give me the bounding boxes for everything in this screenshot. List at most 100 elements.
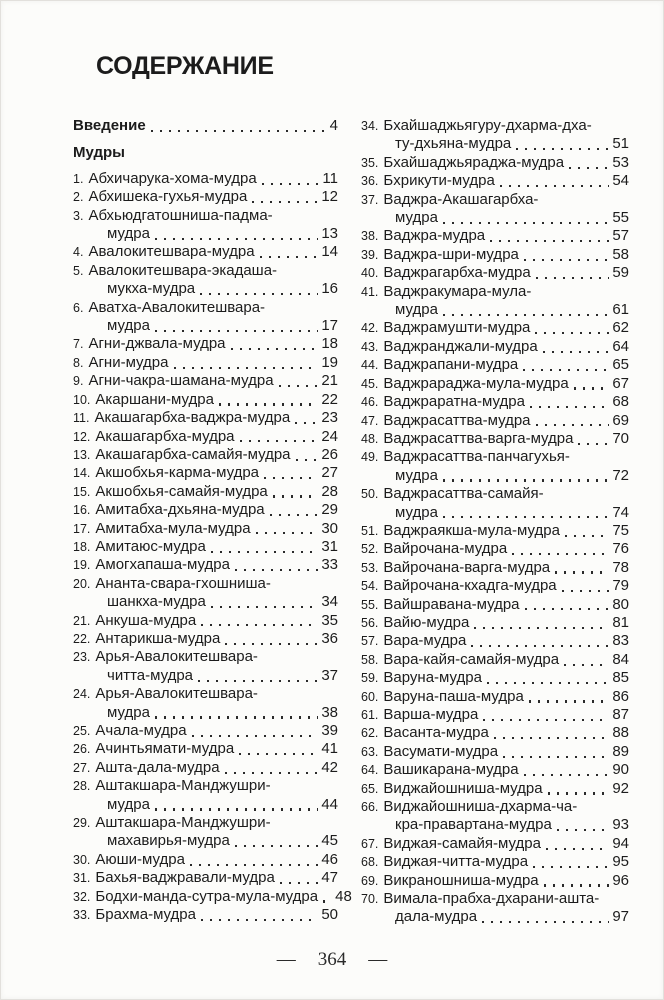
toc-entry: 49. Ваджрасаттва-панчагухья-мудра 72 <box>361 448 629 485</box>
entry-page-number: 97 <box>612 908 629 926</box>
entry-title: Амитаюс-мудра <box>95 537 206 555</box>
entry-title-continued: кра-правартана-мудра <box>395 816 552 834</box>
entry-page-number: 33 <box>321 556 338 574</box>
entry-number: 11. <box>73 411 90 426</box>
dot-leader <box>442 479 610 482</box>
entry-page-number: 93 <box>612 816 629 834</box>
entry-title: Акашагарбха-самайя-мудра <box>95 445 291 463</box>
toc-entry: 42. Ваджрамушти-мудра 62 <box>361 319 629 337</box>
entry-number: 18. <box>73 539 91 554</box>
dot-leader <box>535 276 610 280</box>
entry-title-continued: мудра <box>107 225 150 243</box>
dot-leader <box>578 442 610 445</box>
dot-leader <box>442 313 610 316</box>
entry-title-continued: мудра <box>395 209 438 227</box>
dot-leader <box>154 329 319 332</box>
toc-columns: Введение 4 Мудры 1. Абхичарука-хома-мудра… <box>1 117 663 927</box>
entry-title: Ваджранджали-мудра <box>383 337 538 355</box>
entry-page-number: 19 <box>321 353 338 371</box>
dot-leader <box>173 366 319 369</box>
toc-entry: 64. Вашикарана-мудра 90 <box>361 761 629 779</box>
entry-number: 16. <box>73 503 91 518</box>
page-footer: — 364 — <box>1 949 663 971</box>
entry-title-continued: мудра <box>395 301 438 319</box>
dot-leader <box>225 642 319 645</box>
entry-number: 57. <box>361 634 379 649</box>
toc-entry: 20. Ананта-свара-гхошниша-шанкха-мудра 34 <box>73 575 338 612</box>
entry-title: Ваджра-шри-мудра <box>383 245 519 263</box>
entry-title: Виджайошниша-дхарма-ча- <box>383 798 578 816</box>
toc-entry: 63. Васумати-мудра 89 <box>361 743 629 761</box>
toc-entry: 69. Викраношниша-мудра 96 <box>361 872 629 890</box>
entry-number: 24. <box>73 687 91 702</box>
entry-number: 8. <box>73 355 84 370</box>
entry-title-continued: мудра <box>395 503 438 521</box>
entry-title-continued: мудра <box>395 466 438 484</box>
toc-entry: 39. Ваджра-шри-мудра 58 <box>361 246 629 264</box>
entry-page-number: 70 <box>612 429 629 447</box>
dot-leader <box>516 148 610 151</box>
toc-entry: 15. Акшобхья-самайя-мудра 28 <box>73 483 338 501</box>
entry-title: Ваджрасаттва-варга-мудра <box>383 429 574 447</box>
entry-number: 61. <box>361 708 379 722</box>
dot-leader <box>191 734 319 737</box>
entry-page-number: 75 <box>612 521 629 539</box>
toc-entry: 27. Ашта-дала-мудра 42 <box>73 759 338 777</box>
entry-title: Ваджрасаттва-мудра <box>383 411 531 429</box>
entry-title-continued: мудра <box>107 795 150 813</box>
toc-entry: 53. Вайрочана-варга-мудра 78 <box>361 559 629 577</box>
dot-leader <box>569 166 610 169</box>
dot-leader <box>252 200 319 204</box>
dot-leader <box>278 385 319 388</box>
dot-leader <box>154 808 319 811</box>
entry-title: Варуна-паша-мудра <box>383 687 524 705</box>
entry-title: Аюши-мудра <box>95 850 185 868</box>
entry-number: 33. <box>73 908 91 923</box>
dot-leader <box>230 348 319 351</box>
toc-entry: 54. Вайрочана-кхадга-мудра 79 <box>361 577 629 595</box>
dot-leader <box>234 569 319 572</box>
entry-page-number: 35 <box>321 611 338 629</box>
dot-leader <box>259 256 319 259</box>
dot-leader <box>490 240 610 243</box>
entry-number: 49. <box>361 450 379 465</box>
dot-leader <box>533 865 610 869</box>
toc-entry: 47. Ваджрасаттва-мудра 69 <box>361 412 629 430</box>
entry-page-number: 84 <box>612 650 629 668</box>
entry-number: 63. <box>361 744 379 759</box>
entry-title-continued: мудра <box>107 703 150 721</box>
entry-page-number: 34 <box>321 593 338 611</box>
dot-leader <box>543 884 610 887</box>
entry-title: Бодхи-манда-сутра-мула-мудра <box>95 887 319 905</box>
toc-entry: 33. Брахма-мудра 50 <box>73 906 338 924</box>
toc-entry: 22. Антарикша-мудра 36 <box>73 630 338 648</box>
entry-title: Варуна-мудра <box>383 669 482 687</box>
entry-page-number: 69 <box>612 411 629 429</box>
entry-page-number: 89 <box>612 742 629 760</box>
entry-title: Акшобхья-карма-мудра <box>95 464 260 482</box>
entry-title: Викраношниша-мудра <box>383 871 539 889</box>
entry-page-number: 88 <box>612 724 629 742</box>
dot-leader <box>523 369 610 372</box>
entry-number: 42. <box>361 321 379 336</box>
entry-number: 2. <box>73 190 84 205</box>
entry-title: Вашикарана-мудра <box>383 761 519 779</box>
toc-entry: 40. Ваджрагарбха-мудра 59 <box>361 264 629 282</box>
entry-page-number: 87 <box>612 706 629 723</box>
entry-number: 9. <box>73 374 84 389</box>
entry-page-number: 79 <box>612 577 629 595</box>
toc-entry: 46. Ваджраратна-мудра 68 <box>361 393 629 411</box>
entry-page-number: 44 <box>321 795 338 813</box>
entry-page-number: 96 <box>612 871 629 889</box>
entry-title: Ачала-мудра <box>95 722 187 739</box>
entry-number: 41. <box>361 284 379 299</box>
section-header-mudras: Мудры <box>73 144 125 162</box>
dot-leader <box>486 681 610 685</box>
entry-title: Васанта-мудра <box>383 724 489 742</box>
entry-title: Виджая-читта-мудра <box>383 853 529 871</box>
entry-page-number: 83 <box>612 632 629 650</box>
entry-page-number: 23 <box>321 409 338 427</box>
toc-entry: 9. Агни-чакра-шамана-мудра 21 <box>73 372 338 390</box>
entry-title-continued: махавирья-мудра <box>107 832 230 850</box>
toc-entry: 44. Ваджрапани-мудра 65 <box>361 356 629 374</box>
